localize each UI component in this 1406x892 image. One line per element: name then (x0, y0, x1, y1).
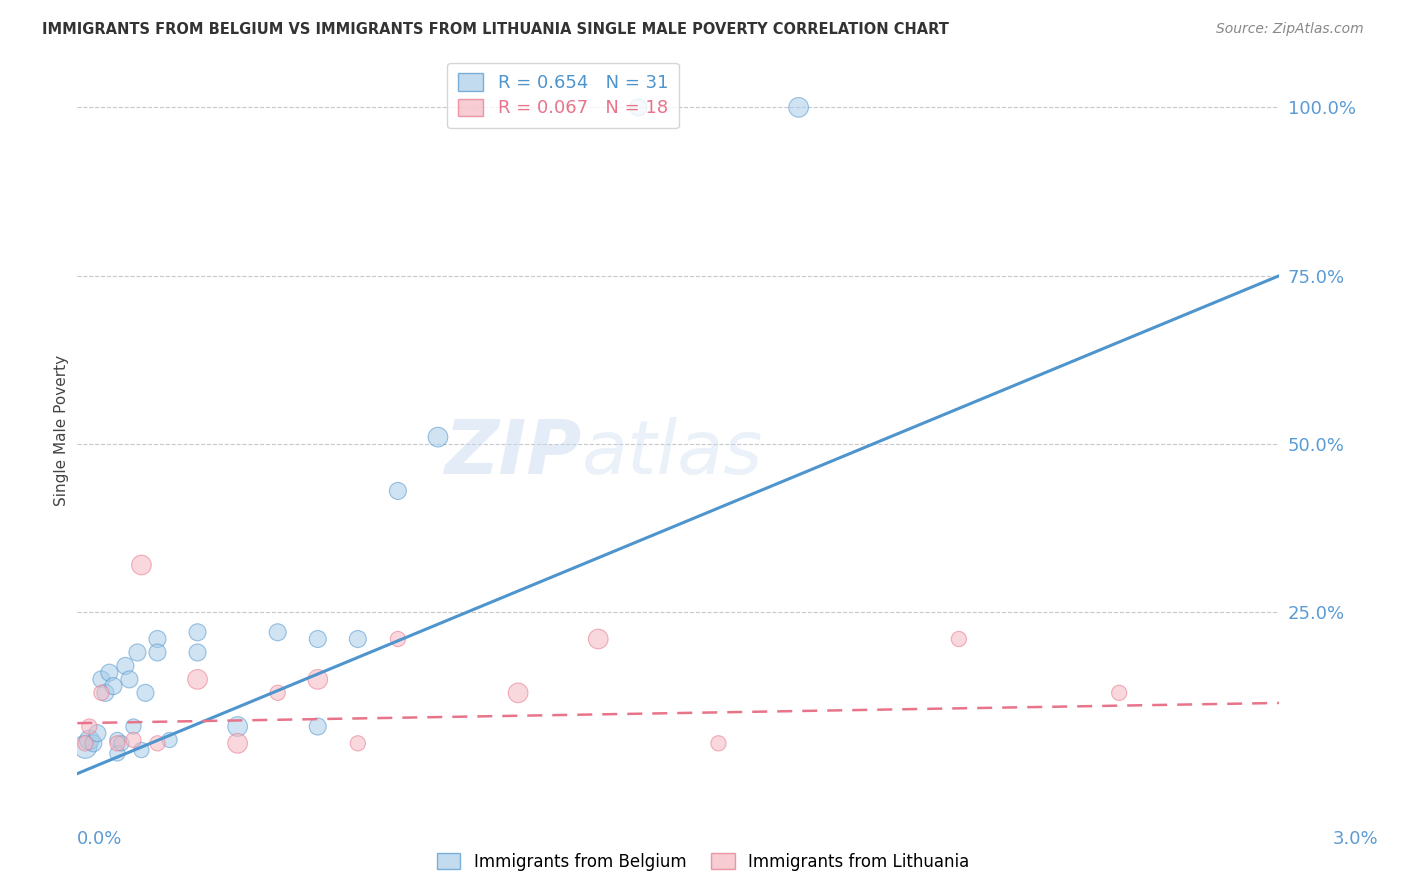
Point (226, 736, 249, 750)
Point (107, 736, 129, 750)
Point (98, 665, 121, 680)
Point (707, 736, 730, 750)
Text: Source: ZipAtlas.com: Source: ZipAtlas.com (1216, 22, 1364, 37)
Y-axis label: Single Male Poverty: Single Male Poverty (53, 355, 69, 506)
Point (588, 632, 610, 646)
Point (107, 747, 129, 761)
Point (146, 645, 169, 659)
Text: 3.0%: 3.0% (1333, 830, 1378, 847)
Point (1108, 686, 1130, 700)
Point (107, 733, 129, 747)
Point (187, 625, 209, 640)
Point (110, 736, 132, 750)
Point (226, 719, 249, 733)
Point (75, 736, 97, 750)
Point (387, 483, 409, 498)
Point (267, 686, 290, 700)
Point (90, 673, 112, 687)
Point (79, 733, 101, 747)
Point (347, 632, 370, 646)
Text: ZIP: ZIP (444, 417, 582, 490)
Point (187, 645, 209, 659)
Point (307, 673, 329, 687)
Point (307, 719, 329, 733)
Text: atlas: atlas (582, 417, 763, 489)
Point (347, 736, 370, 750)
Point (127, 645, 149, 659)
Point (103, 679, 125, 693)
Point (122, 733, 145, 747)
Point (134, 686, 156, 700)
Point (146, 632, 169, 646)
Point (187, 673, 209, 687)
Point (122, 719, 145, 733)
Point (427, 430, 450, 444)
Point (118, 673, 141, 687)
Point (159, 733, 181, 747)
Point (131, 743, 153, 757)
Legend: Immigrants from Belgium, Immigrants from Lithuania: Immigrants from Belgium, Immigrants from… (429, 845, 977, 880)
Point (948, 632, 970, 646)
Point (387, 632, 409, 646)
Point (114, 659, 136, 673)
Point (79, 719, 101, 733)
Point (82, 736, 104, 750)
Legend: R = 0.654   N = 31, R = 0.067   N = 18: R = 0.654 N = 31, R = 0.067 N = 18 (447, 62, 679, 128)
Point (508, 686, 530, 700)
Point (131, 558, 153, 572)
Point (146, 736, 169, 750)
Point (787, 100, 810, 114)
Text: IMMIGRANTS FROM BELGIUM VS IMMIGRANTS FROM LITHUANIA SINGLE MALE POVERTY CORRELA: IMMIGRANTS FROM BELGIUM VS IMMIGRANTS FR… (42, 22, 949, 37)
Text: 0.0%: 0.0% (77, 830, 122, 847)
Point (86, 726, 108, 740)
Point (94, 686, 117, 700)
Point (267, 625, 290, 640)
Point (75, 739, 97, 754)
Point (90, 686, 112, 700)
Point (307, 632, 329, 646)
Point (627, 100, 650, 114)
